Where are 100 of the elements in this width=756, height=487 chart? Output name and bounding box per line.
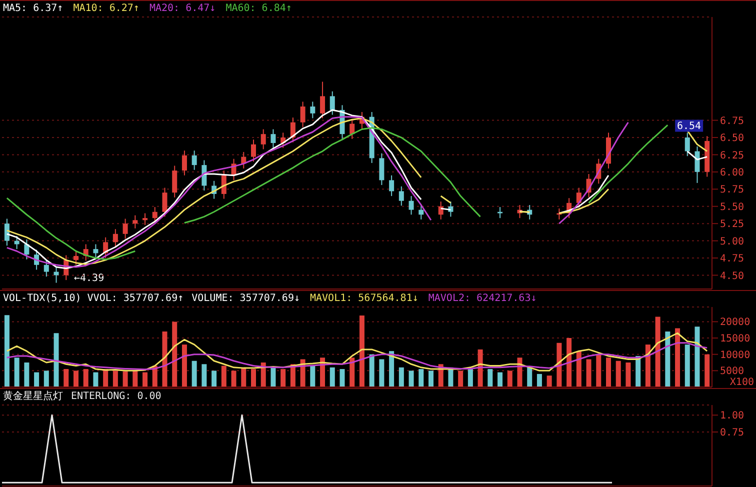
line-series	[6, 332, 708, 372]
text: MA60: 6.84↑	[226, 2, 292, 14]
candlestick	[408, 196, 414, 216]
bar	[586, 359, 592, 387]
bar	[4, 315, 10, 387]
text: MA5: 6.37↑	[3, 2, 64, 14]
y-tick-label: 4.75	[720, 254, 744, 265]
bar	[665, 331, 670, 387]
candlestick	[192, 150, 197, 170]
bar	[418, 369, 424, 387]
candlestick	[260, 128, 266, 150]
bar	[192, 360, 197, 387]
text: MAVOL2: 624217.63↓	[428, 292, 537, 304]
bar	[250, 369, 256, 387]
text: MA10: 6.27↑	[73, 2, 140, 14]
text: VOLUME: 357707.69↓	[192, 292, 300, 304]
annotation: ←4.39	[74, 273, 104, 284]
candlestick	[398, 186, 404, 206]
bar	[172, 322, 178, 387]
bar	[645, 344, 650, 387]
bar	[310, 366, 316, 387]
bar	[458, 370, 464, 387]
candlestick	[684, 132, 690, 157]
bar	[280, 369, 286, 387]
y-tick-label: 4.50	[720, 270, 744, 282]
bar	[546, 376, 552, 387]
candlestick	[182, 150, 187, 176]
candlestick	[330, 90, 335, 116]
bar	[162, 331, 168, 387]
candlestick	[320, 81, 326, 119]
bar	[142, 372, 148, 387]
bar	[340, 369, 345, 387]
candlestick	[221, 170, 226, 200]
bar	[54, 333, 59, 387]
y-axis-title: X100	[730, 377, 754, 388]
bar	[182, 344, 187, 387]
bar	[369, 354, 374, 387]
candlestick	[93, 244, 98, 259]
candlestick	[270, 128, 276, 148]
candlestick	[152, 206, 158, 224]
candlestick	[418, 204, 424, 220]
bar	[270, 367, 276, 387]
bar	[379, 359, 384, 387]
bar	[34, 372, 40, 387]
candlestick	[172, 165, 178, 198]
bar	[655, 316, 660, 387]
candlestick	[112, 228, 118, 248]
candlestick	[310, 101, 316, 119]
y-tick-label: 6.00	[720, 167, 744, 178]
text: MAVOL1: 567564.81↓	[310, 292, 418, 304]
y-tick-label: 15000	[720, 334, 750, 345]
bar	[330, 367, 335, 387]
bar	[536, 374, 542, 387]
annotation: 6.54	[676, 120, 702, 132]
bar	[498, 372, 503, 387]
candlestick	[694, 146, 700, 184]
y-tick-label: 1.00	[720, 410, 744, 422]
candlestick	[379, 152, 384, 186]
y-tick-label: 6.50	[720, 133, 744, 144]
candlestick	[44, 260, 49, 278]
bar	[606, 358, 611, 387]
bar	[675, 328, 680, 387]
y-tick-label: 0.75	[720, 428, 744, 439]
bar	[202, 364, 207, 387]
y-tick-label: 5000	[720, 366, 744, 378]
bar	[64, 369, 69, 387]
bar	[468, 369, 473, 387]
bar	[93, 372, 98, 387]
bar	[566, 338, 572, 387]
chart-title: 黄金星星点灯	[3, 390, 63, 403]
candlestick	[73, 250, 78, 266]
candlestick	[389, 174, 394, 197]
y-tick-label: 20000	[720, 317, 750, 328]
y-tick-label: 10000	[720, 350, 750, 361]
candlestick	[4, 218, 10, 246]
bar	[408, 370, 414, 387]
line-series	[6, 342, 708, 370]
bar	[596, 354, 602, 387]
candlestick	[162, 187, 168, 218]
bar	[73, 370, 78, 387]
candlestick	[300, 101, 306, 128]
bar	[626, 362, 631, 387]
bar	[478, 349, 483, 387]
candlestick	[24, 238, 30, 260]
bar	[231, 370, 236, 387]
bar	[704, 354, 710, 387]
bar	[359, 315, 364, 387]
bar	[527, 367, 532, 387]
bar	[212, 370, 217, 387]
bar	[556, 342, 562, 387]
bar	[122, 371, 128, 387]
text: MA20: 6.47↓	[149, 2, 216, 14]
bar	[14, 358, 20, 387]
candlestick	[122, 218, 128, 240]
chart-title: VOL-TDX(5,10) VVOL: 357707.69↑	[3, 292, 184, 304]
bar	[83, 369, 88, 387]
bar	[488, 369, 493, 387]
y-tick-label: 6.75	[720, 116, 744, 127]
text: ENTERLONG: 0.00	[71, 390, 162, 402]
bar	[44, 370, 49, 387]
